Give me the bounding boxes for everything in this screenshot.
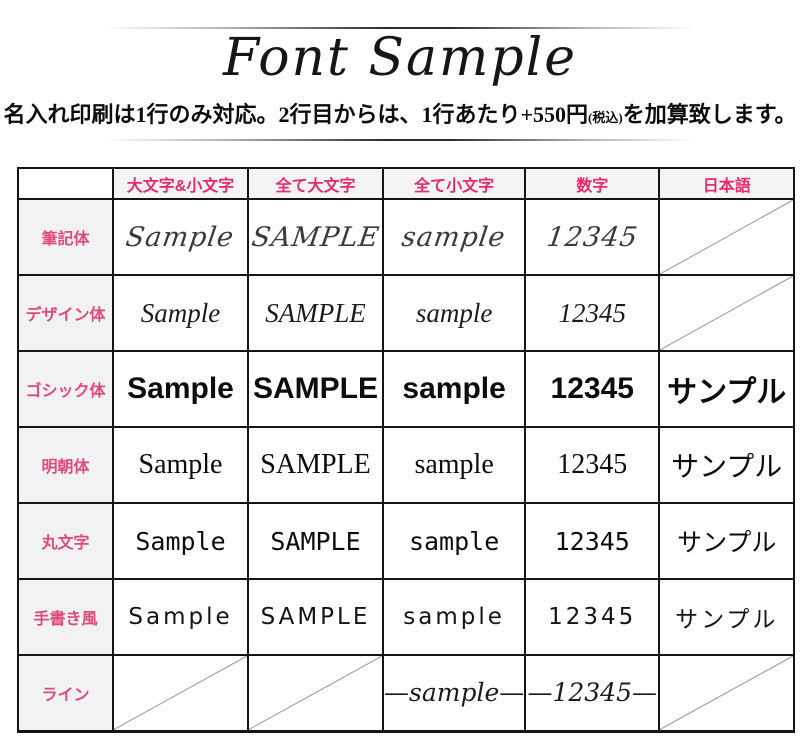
sample-cell: —sample— — [381, 654, 527, 733]
unavailable-cell — [247, 654, 384, 733]
sample-cell: 12345 — [524, 274, 661, 352]
sample-cell: SAMPLE — [247, 198, 384, 276]
column-header-upper-lower: 大文字&小文字 — [112, 167, 249, 200]
sample-cell: サンプル — [658, 578, 796, 656]
row-label-design: デザイン体 — [17, 274, 114, 352]
top-divider — [105, 27, 695, 29]
row-label-mincho: 明朝体 — [17, 426, 114, 504]
sample-cell: Sample — [112, 578, 249, 656]
sample-cell: 12345 — [524, 198, 661, 276]
sample-cell: サンプル — [658, 502, 796, 580]
sample-cell: Sample — [112, 274, 249, 352]
diagonal-slash-icon — [660, 200, 793, 274]
tax-included-note: (税込) — [588, 110, 623, 125]
sample-cell: sample — [381, 350, 527, 428]
sample-cell: Sample — [112, 350, 249, 428]
row-label-tegaki: 手書き風 — [17, 578, 114, 656]
row-label-script: 筆記体 — [17, 198, 114, 276]
sample-cell: SAMPLE — [247, 578, 384, 656]
pricing-note-suffix: を加算致します。 — [622, 102, 797, 127]
table-row-design: デザイン体 Sample SAMPLE sample 12345 — [17, 274, 796, 352]
subtitle-divider — [105, 139, 695, 141]
sample-cell: sample — [381, 502, 527, 580]
column-header-numbers: 数字 — [524, 167, 661, 200]
row-label-maru: 丸文字 — [17, 502, 114, 580]
sample-cell: サンプル — [658, 426, 796, 504]
header-row: 大文字&小文字 全て大文字 全て小文字 数字 日本語 — [17, 167, 796, 200]
sample-cell: Sample — [112, 198, 249, 276]
page-title: Font Sample — [222, 28, 578, 88]
unavailable-cell — [658, 198, 796, 276]
column-header-all-upper: 全て大文字 — [247, 167, 384, 200]
unavailable-cell — [658, 274, 796, 352]
sample-cell: 12345 — [524, 350, 661, 428]
row-label-gothic: ゴシック体 — [17, 350, 114, 428]
sample-cell: sample — [381, 198, 527, 276]
sample-cell: SAMPLE — [247, 350, 384, 428]
table-row-gothic: ゴシック体 Sample SAMPLE sample 12345 サンプル — [17, 350, 796, 428]
table-row-maru: 丸文字 Sample SAMPLE sample 12345 サンプル — [17, 502, 796, 580]
diagonal-slash-icon — [249, 656, 382, 730]
table-row-mincho: 明朝体 Sample SAMPLE sample 12345 サンプル — [17, 426, 796, 504]
sample-cell: Sample — [112, 426, 249, 504]
corner-cell — [17, 167, 114, 200]
sample-cell: —12345— — [524, 654, 661, 733]
pricing-note: 名入れ印刷は1行のみ対応。2行目からは、1行あたり+550円(税込)を加算致しま… — [0, 97, 800, 129]
table-row-line: ライン —sample— —12345— — [17, 654, 796, 733]
diagonal-slash-icon — [660, 276, 793, 350]
sample-cell: SAMPLE — [247, 274, 384, 352]
column-header-all-lower: 全て小文字 — [381, 167, 527, 200]
sample-cell: sample — [381, 274, 527, 352]
column-header-japanese: 日本語 — [658, 167, 796, 200]
sample-cell: SAMPLE — [247, 502, 384, 580]
unavailable-cell — [658, 654, 796, 733]
font-sample-table: 大文字&小文字 全て大文字 全て小文字 数字 日本語 筆記体 Sample SA… — [17, 167, 796, 733]
table-row-script: 筆記体 Sample SAMPLE sample 12345 — [17, 198, 796, 276]
unavailable-cell — [112, 654, 249, 733]
sample-cell: サンプル — [658, 350, 796, 428]
sample-cell: 12345 — [524, 426, 661, 504]
sample-cell: 12345 — [524, 502, 661, 580]
sample-cell: SAMPLE — [247, 426, 384, 504]
row-label-line: ライン — [17, 654, 114, 733]
table-row-tegaki: 手書き風 Sample SAMPLE sample 12345 サンプル — [17, 578, 796, 656]
diagonal-slash-icon — [114, 656, 247, 730]
pricing-note-main: 名入れ印刷は1行のみ対応。2行目からは、1行あたり+550円 — [3, 102, 589, 127]
sample-cell: sample — [381, 426, 527, 504]
sample-cell: Sample — [112, 502, 249, 580]
diagonal-slash-icon — [660, 656, 793, 730]
sample-cell: sample — [381, 578, 527, 656]
sample-cell: 12345 — [524, 578, 661, 656]
